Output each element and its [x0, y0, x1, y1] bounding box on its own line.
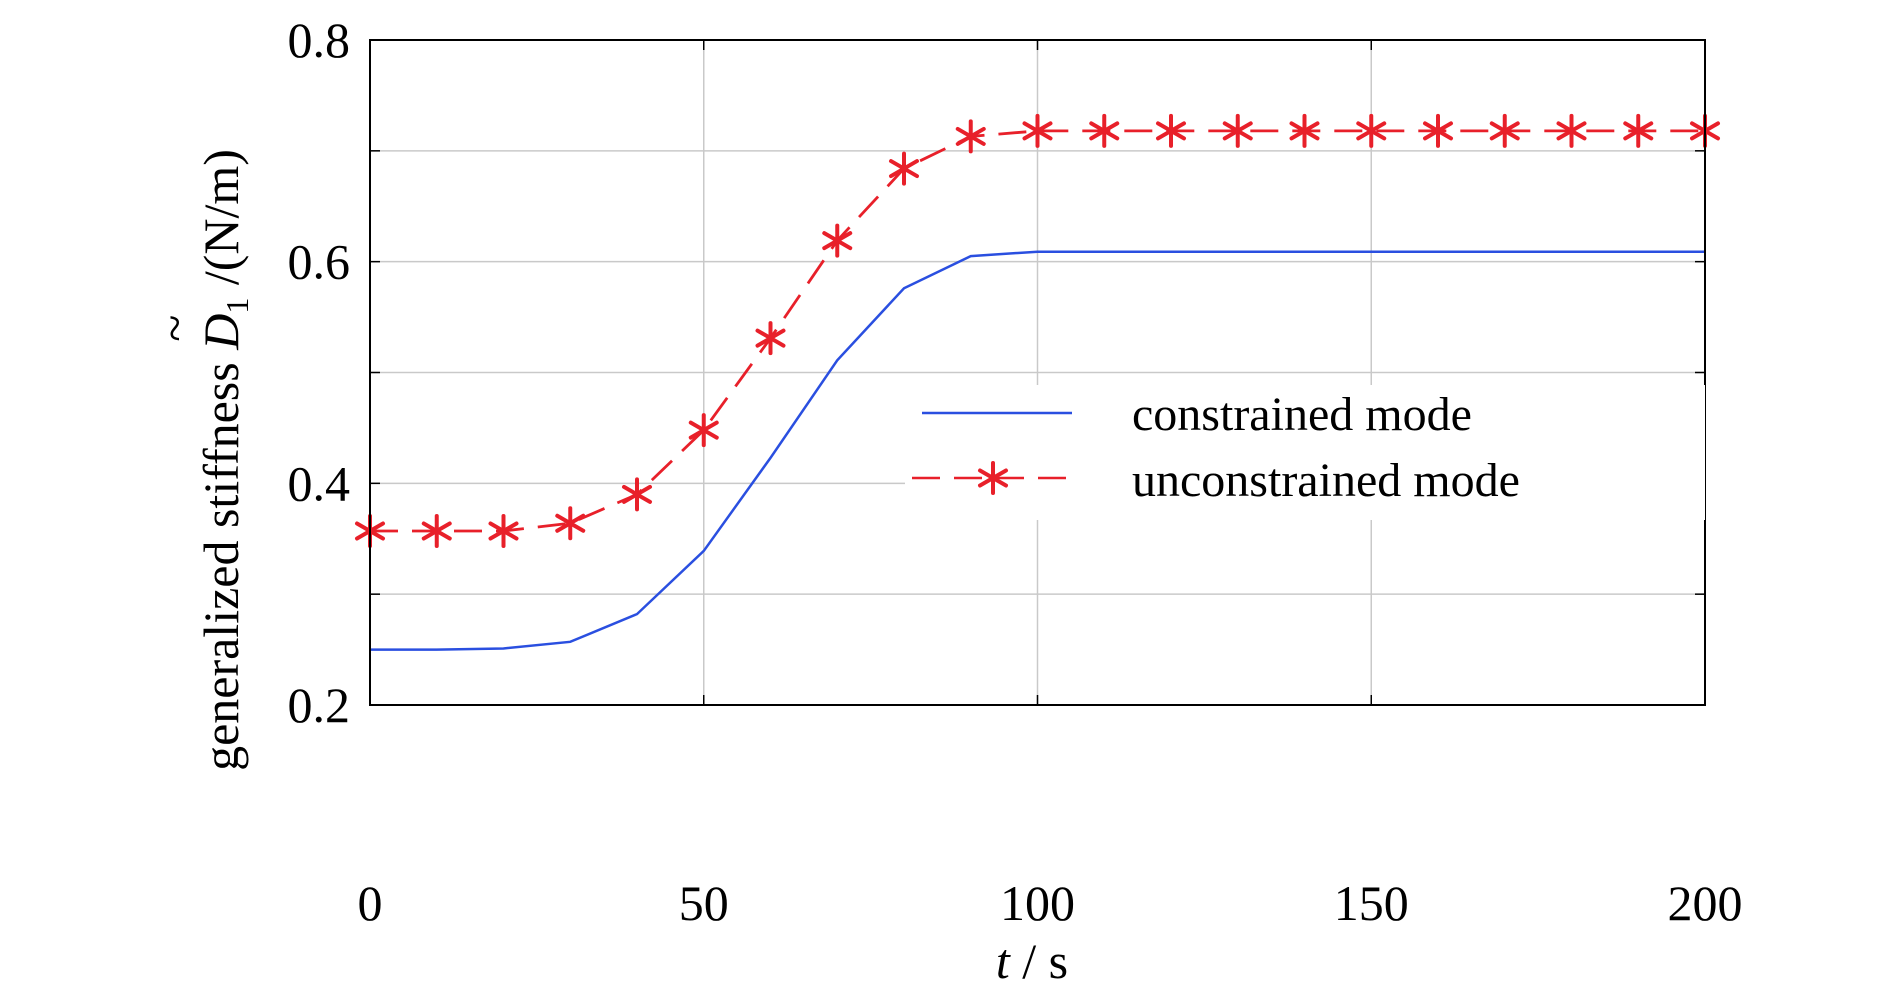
- x-tick-labels: 0 50 100 150 200: [358, 875, 1743, 931]
- grid-lines: [370, 40, 1705, 705]
- asterisk-stroke: [755, 328, 786, 348]
- data-point-unconstrained-mode: [1022, 113, 1053, 148]
- legend-label-constrained: constrained mode: [1132, 388, 1472, 441]
- x-tick-label: 50: [679, 875, 729, 931]
- asterisk-stroke: [1423, 121, 1453, 141]
- y-axis-label-tilde: ~: [146, 315, 202, 342]
- data-point-unconstrained-mode: [688, 413, 719, 448]
- y-tick-label: 0.8: [288, 12, 351, 68]
- data-point-unconstrained-mode: [1489, 113, 1520, 148]
- x-tick-label: 0: [358, 875, 383, 931]
- asterisk-stroke: [955, 126, 986, 146]
- series-line-unconstrained-mode: [370, 129, 1705, 533]
- asterisk-stroke: [421, 521, 452, 541]
- asterisk-stroke: [1356, 121, 1387, 141]
- y-tick-label: 0.6: [288, 234, 351, 290]
- data-point-unconstrained-mode: [889, 151, 919, 186]
- x-tick-label: 150: [1334, 875, 1409, 931]
- y-axis-label-prefix: generalized stiffness: [193, 350, 249, 771]
- data-point-unconstrained-mode: [1356, 113, 1387, 148]
- data-point-unconstrained-mode: [1222, 113, 1253, 148]
- y-tick-label: 0.4: [288, 455, 351, 511]
- x-tick-label: 200: [1668, 875, 1743, 931]
- data-point-unconstrained-mode: [421, 513, 452, 548]
- data-point-unconstrained-mode: [1156, 113, 1186, 148]
- asterisk-stroke: [1289, 121, 1320, 141]
- data-point-unconstrained-mode: [822, 223, 853, 258]
- asterisk-stroke: [1089, 121, 1120, 141]
- legend-marker-unconstrained: [978, 461, 1008, 495]
- asterisk-stroke: [1623, 121, 1654, 141]
- asterisk-stroke: [1556, 121, 1587, 141]
- legend-label-unconstrained: unconstrained mode: [1132, 454, 1520, 507]
- asterisk-stroke: [1022, 121, 1053, 141]
- y-axis-label-unit: /(N/m): [193, 149, 249, 298]
- y-tick-label: 0.2: [288, 677, 351, 733]
- y-tick-labels: 0.2 0.4 0.6 0.8: [288, 12, 351, 733]
- y-axis-label-text: generalized stiffness D1 /(N/m): [193, 149, 255, 771]
- asterisk-stroke: [1222, 121, 1253, 141]
- asterisk-stroke: [1156, 121, 1186, 141]
- data-point-unconstrained-mode: [955, 119, 986, 154]
- x-axis-label-unit: / s: [1010, 933, 1068, 989]
- y-axis-label: generalized stiffness D1 /(N/m) ~: [146, 149, 255, 771]
- x-tick-label: 100: [1000, 875, 1075, 931]
- data-point-unconstrained-mode: [755, 321, 786, 356]
- asterisk-stroke: [488, 521, 519, 541]
- legend-asterisk: [978, 461, 1008, 495]
- asterisk-stroke: [822, 231, 853, 251]
- data-point-unconstrained-mode: [1289, 113, 1320, 148]
- asterisk-stroke: [555, 513, 586, 533]
- asterisk-stroke: [622, 484, 652, 504]
- data-point-unconstrained-mode: [488, 513, 519, 548]
- data-point-unconstrained-mode: [555, 506, 586, 541]
- legend-background: [905, 385, 1705, 520]
- y-axis-label-symbol: D: [193, 314, 249, 351]
- asterisk-stroke: [1489, 121, 1520, 141]
- asterisk-stroke: [889, 159, 919, 179]
- series-line-constrained-mode: [370, 250, 1705, 651]
- legend: constrained mode unconstrained mode: [905, 385, 1705, 520]
- asterisk-stroke: [978, 468, 1008, 488]
- data-point-unconstrained-mode: [1089, 113, 1120, 148]
- data-point-unconstrained-mode: [622, 477, 652, 512]
- x-axis-label: t / s: [996, 933, 1068, 989]
- x-axis-label-symbol: t: [996, 933, 1011, 989]
- data-point-unconstrained-mode: [1556, 113, 1587, 148]
- data-point-unconstrained-mode: [1623, 113, 1654, 148]
- data-point-unconstrained-mode: [1423, 113, 1453, 148]
- asterisk-stroke: [688, 420, 719, 440]
- y-axis-label-subscript: 1: [219, 298, 255, 314]
